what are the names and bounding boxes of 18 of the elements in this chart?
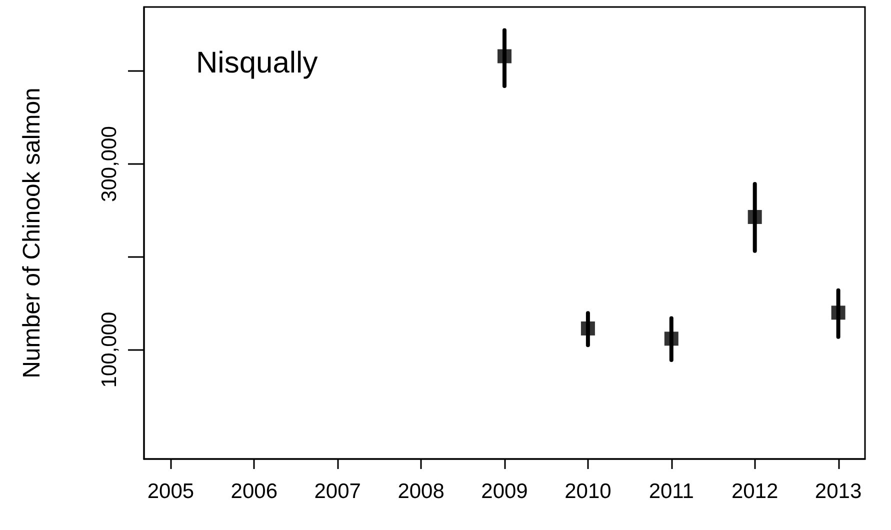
point <box>664 332 678 346</box>
x-tick-label: 2010 <box>564 480 612 503</box>
point <box>498 49 512 64</box>
x-tick-label: 2008 <box>398 480 444 503</box>
x-tick-label: 2012 <box>731 480 778 503</box>
point <box>580 321 595 336</box>
y-tick-label: 300,000 <box>98 126 121 202</box>
x-tick-label: 2011 <box>648 480 694 503</box>
point <box>831 306 846 320</box>
x-tick-label: 2013 <box>814 480 862 503</box>
x-tick-label: 2009 <box>481 480 528 503</box>
annotation: Nisqually <box>196 46 318 80</box>
x-tick-label: 2005 <box>147 480 194 503</box>
y-axis-title: Number of Chinook salmon <box>18 88 46 378</box>
x-tick-label: 2006 <box>230 480 278 503</box>
y-tick-label: 100,000 <box>98 312 121 388</box>
point <box>748 210 762 224</box>
x-tick-label: 2007 <box>314 480 361 503</box>
